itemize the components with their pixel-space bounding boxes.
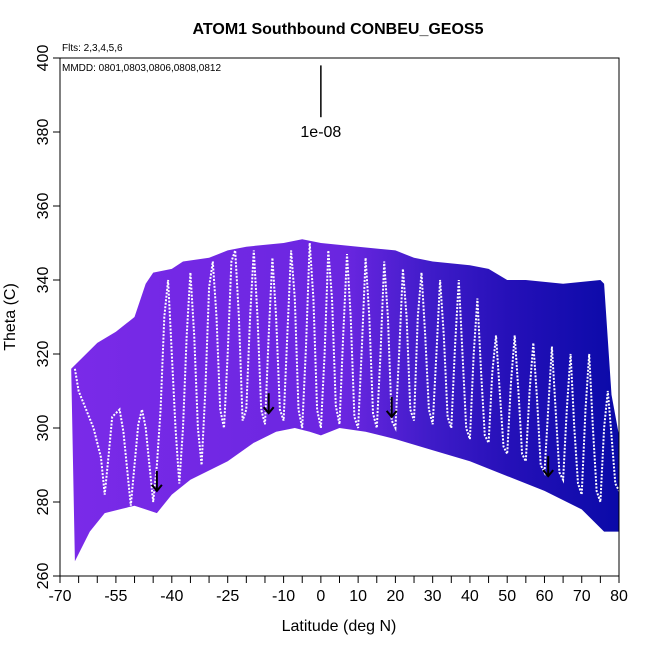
- profile-trace: [73, 242, 620, 506]
- x-tick-label: 30: [424, 588, 442, 605]
- y-axis: 260 280 300 320 340 360 380 400: [35, 45, 60, 590]
- flight-arrow: [151, 470, 163, 493]
- flight-arrow: [262, 393, 275, 415]
- x-tick-label: -70: [48, 588, 71, 605]
- y-tick-label: 300: [35, 415, 52, 442]
- x-tick-label: 40: [461, 588, 479, 605]
- dates-label: MMDD: 0801,0803,0806,0808,0812: [62, 63, 221, 74]
- y-tick-label: 320: [35, 341, 52, 368]
- y-tick-label: 380: [35, 119, 52, 146]
- x-tick-label: 80: [610, 588, 628, 605]
- x-tick-label: 50: [498, 588, 516, 605]
- x-axis: -70 -55 -40 -25 -10 0 10 20 30 40 50 60 70 80: [48, 575, 628, 605]
- x-tick-label: -10: [272, 588, 295, 605]
- plot-area: [71, 239, 620, 562]
- x-tick-label: 60: [536, 588, 554, 605]
- x-tick-label: 20: [387, 588, 405, 605]
- chart-title: ATOM1 Southbound CONBEU_GEOS5: [193, 21, 484, 38]
- x-axis-label: Latitude (deg N): [282, 618, 397, 635]
- y-tick-label: 400: [35, 45, 52, 72]
- x-tick-label: -40: [160, 588, 183, 605]
- flights-label: Flts: 2,3,4,5,6: [62, 43, 123, 54]
- y-axis-label: Theta (C): [2, 283, 19, 351]
- x-tick-label: -25: [216, 588, 239, 605]
- x-tick-label: 10: [349, 588, 367, 605]
- flight-arrow: [385, 396, 398, 419]
- y-tick-label: 260: [35, 563, 52, 590]
- x-tick-label: 0: [316, 588, 325, 605]
- x-tick-label: 70: [573, 588, 591, 605]
- y-tick-label: 280: [35, 489, 52, 516]
- y-tick-label: 360: [35, 193, 52, 220]
- flight-arrow: [542, 456, 554, 478]
- scale-label: 1e-08: [300, 124, 341, 141]
- x-tick-label: -55: [104, 588, 127, 605]
- y-tick-label: 340: [35, 267, 52, 294]
